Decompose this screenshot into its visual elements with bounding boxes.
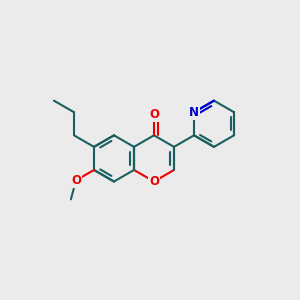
Text: O: O <box>149 108 159 121</box>
Text: O: O <box>71 174 81 187</box>
Text: O: O <box>149 175 159 188</box>
Text: N: N <box>189 106 199 119</box>
